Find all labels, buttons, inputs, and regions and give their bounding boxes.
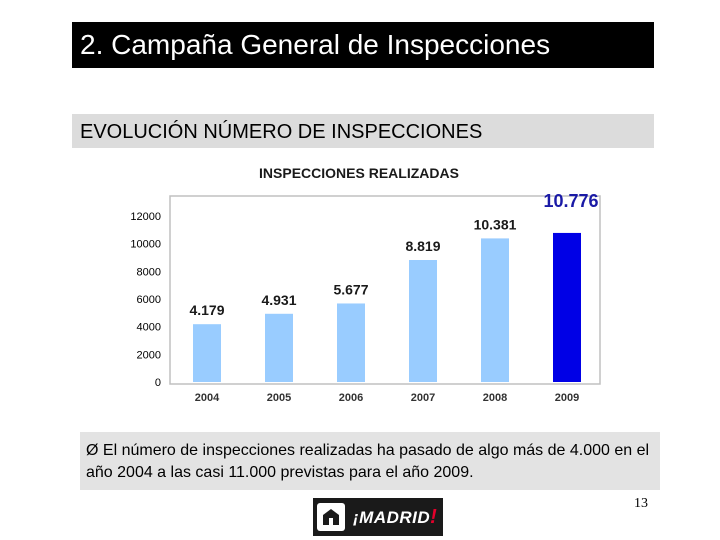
bar-2005 [265,313,293,382]
y-tick-label: 10000 [130,239,161,251]
page-number: 13 [634,496,648,511]
chart-title: INSPECCIONES REALIZADAS [259,165,459,181]
y-tick-label: 12000 [130,211,161,223]
madrid-logo: ¡MADRID! [313,498,443,536]
bar-2006 [337,303,365,382]
data-label-2006: 5.677 [333,281,368,297]
bar-2007 [409,260,437,382]
x-tick-label: 2009 [555,392,579,404]
inspections-bar-chart: INSPECCIONES REALIZADAS 0 2000 4000 6000 8000… [130,165,601,404]
y-tick-label: 2000 [137,349,161,361]
summary-note: Ø El número de inspecciones realizadas h… [80,432,660,490]
data-label-2007: 8.819 [405,238,440,254]
data-label-2005: 4.931 [261,292,296,308]
y-tick-label: 6000 [137,294,161,306]
data-label-2008: 10.381 [474,216,517,232]
y-tick-label: 8000 [137,266,161,278]
data-label-2004: 4.179 [189,302,224,318]
data-label-2009: 10.776 [543,191,598,211]
plot-frame [169,195,601,385]
x-tick-label: 2004 [195,392,220,404]
bar-2004 [193,324,221,382]
x-tick-label: 2007 [411,392,435,404]
bar-2009 [553,232,581,382]
y-tick-label: 0 [155,377,161,389]
x-tick-label: 2005 [267,392,291,404]
section-heading: EVOLUCIÓN NÚMERO DE INSPECCIONES [72,114,654,148]
slide-title: 2. Campaña General de Inspecciones [72,22,654,68]
summary-note-text: El número de inspecciones realizadas ha … [86,442,650,481]
x-tick-label: 2006 [339,392,363,404]
madrid-wordmark: ¡MADRID! [353,505,438,528]
x-tick-label: 2008 [483,392,507,404]
bar-2008 [481,238,509,382]
city-seal-icon [317,503,345,531]
bullet-arrow-icon: Ø [86,442,99,459]
y-tick-label: 4000 [137,322,161,334]
